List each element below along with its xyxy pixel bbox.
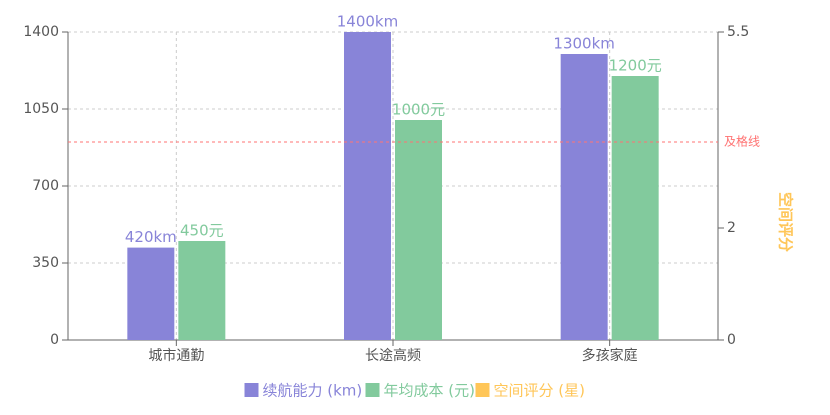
legend-swatch — [475, 383, 490, 397]
bar — [395, 120, 442, 340]
x-tick-label: 城市通勤 — [148, 347, 204, 364]
bar — [344, 32, 391, 340]
legend-label: 空间评分 (星) — [494, 382, 585, 400]
x-tick-label: 多孩家庭 — [582, 347, 638, 364]
y-tick-label: 1050 — [23, 101, 59, 117]
value-label: 1400km — [337, 13, 398, 31]
bar — [178, 241, 226, 340]
y-tick-label: 1400 — [23, 24, 59, 40]
y-tick-label: 700 — [32, 178, 59, 194]
legend-label: 续航能力 (km) — [263, 382, 363, 400]
x-tick-label: 长途高频 — [365, 347, 421, 364]
bar — [611, 76, 659, 340]
value-label: 1300km — [553, 35, 614, 53]
reference-label: 及格线 — [724, 134, 760, 149]
y2-tick-label: 2 — [727, 220, 736, 236]
y-tick-label: 0 — [50, 332, 59, 348]
y2-tick-label: 0 — [727, 332, 736, 348]
legend-label: 年均成本 (元) — [384, 382, 475, 400]
legend-swatch — [244, 383, 259, 397]
value-label: 1200元 — [609, 57, 662, 75]
y2-tick-label: 5.5 — [727, 24, 749, 40]
value-label: 1000元 — [392, 101, 445, 119]
y2-axis-label: 空间评分 — [777, 192, 795, 252]
value-label: 450元 — [180, 222, 224, 240]
bar — [560, 54, 608, 340]
legend-swatch — [365, 383, 380, 397]
y-tick-label: 350 — [32, 255, 59, 271]
bar — [127, 247, 175, 340]
value-label: 420km — [125, 228, 177, 246]
